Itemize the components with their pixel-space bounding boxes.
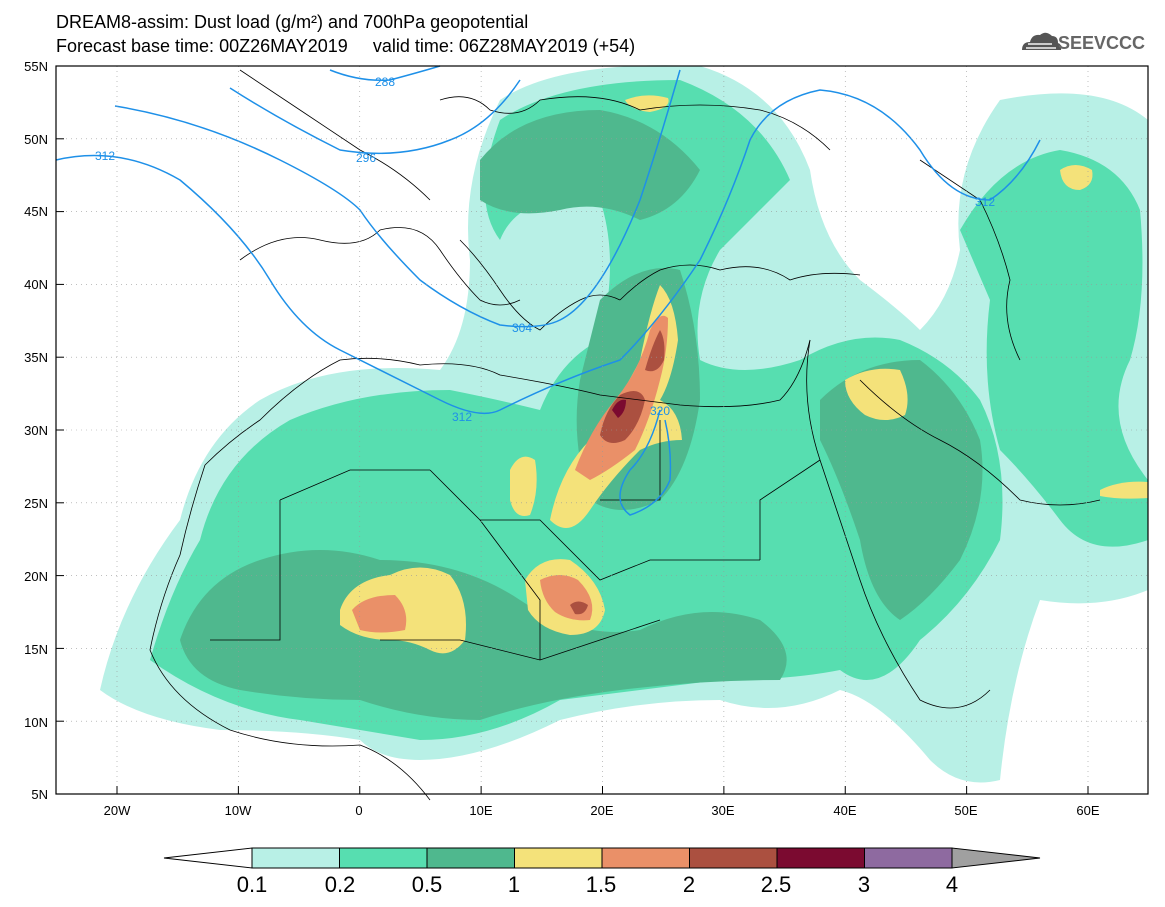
colorbar-box <box>251 847 340 869</box>
dust-region-7 <box>1100 481 1148 499</box>
colorbar-box <box>601 847 690 869</box>
colorbar-label: 2 <box>683 872 695 897</box>
colorbar-label: 0.1 <box>237 872 268 897</box>
lon-label: 40E <box>833 803 856 818</box>
lon-label: 20E <box>590 803 613 818</box>
dust-region-mid-dark-3 <box>480 110 700 220</box>
lon-label: 50E <box>954 803 977 818</box>
lat-label: 5N <box>31 787 48 802</box>
dust-region-mid-dark-2 <box>820 360 983 620</box>
colorbar-box <box>339 847 428 869</box>
colorbar-labels: 0.1 0.2 0.5 1 1.5 2 2.5 3 4 <box>237 872 958 897</box>
contour-label: 320 <box>650 404 670 418</box>
longitude-labels: 20W 10W 0 10E 20E 30E 40E 50E 60E <box>104 803 1100 818</box>
colorbar-label: 0.5 <box>412 872 443 897</box>
lat-label: 45N <box>24 204 48 219</box>
colorbar-label: 4 <box>946 872 958 897</box>
lon-label: 60E <box>1076 803 1099 818</box>
contour-label: 312 <box>95 149 115 163</box>
lat-label: 20N <box>24 569 48 584</box>
lat-label: 35N <box>24 350 48 365</box>
colorbar-under-triangle <box>163 847 253 869</box>
lat-label: 40N <box>24 277 48 292</box>
contour-labels: 288 296 312 312 304 312 320 <box>95 75 995 424</box>
map-title-line-2: Forecast base time: 00Z26MAY2019 valid t… <box>56 36 636 56</box>
colorbar-box <box>689 847 778 869</box>
colorbar-label: 1.5 <box>586 872 617 897</box>
contour-label: 288 <box>375 75 395 89</box>
lat-label: 30N <box>24 423 48 438</box>
latitude-labels: 55N 50N 45N 40N 35N 30N 25N 20N 15N 10N … <box>24 59 48 802</box>
dust-region-13 <box>645 330 665 372</box>
contour-label: 312 <box>452 410 472 424</box>
colorbar-box <box>426 847 515 869</box>
cloud-icon <box>1022 32 1062 50</box>
dust-fill-layer <box>100 65 1148 783</box>
contour-label: 304 <box>512 321 532 335</box>
contour-label: 312 <box>975 195 995 209</box>
lon-label: 0 <box>355 803 362 818</box>
lat-label: 15N <box>24 642 48 657</box>
dust-region-mid-dark-1 <box>180 550 787 720</box>
dust-region-14 <box>570 601 588 615</box>
geopotential-contours <box>55 65 1041 516</box>
dust-region-6 <box>1060 165 1093 190</box>
coastline-layer <box>149 69 1101 801</box>
lon-label: 20W <box>104 803 131 818</box>
colorbar-label: 0.2 <box>325 872 356 897</box>
map-title-line-1: DREAM8-assim: Dust load (g/m²) and 700hP… <box>56 12 529 32</box>
lon-label: 10E <box>469 803 492 818</box>
colorbar-label: 2.5 <box>761 872 792 897</box>
colorbar-box <box>776 847 865 869</box>
dust-region-4 <box>510 456 537 516</box>
lat-label: 55N <box>24 59 48 74</box>
dust-region-5 <box>845 368 908 420</box>
dust-region-9 <box>352 595 407 633</box>
colorbar-label: 1 <box>508 872 520 897</box>
colorbar-box <box>864 847 953 869</box>
colorbar: 0.1 0.2 0.5 1 1.5 2 2.5 3 4 <box>163 847 1041 897</box>
lat-label: 25N <box>24 496 48 511</box>
axis-ticks <box>56 138 1089 794</box>
dust-region-east <box>960 150 1148 547</box>
graticule <box>56 66 1148 794</box>
contour-label: 296 <box>356 151 376 165</box>
lat-label: 10N <box>24 715 48 730</box>
colorbar-over-triangle <box>951 847 1041 869</box>
colorbar-box <box>514 847 603 869</box>
dust-map: 288 296 312 312 304 312 320 55N 50N 45N … <box>24 59 1149 818</box>
colorbar-label: 3 <box>858 872 870 897</box>
lon-label: 30E <box>711 803 734 818</box>
dust-region-15 <box>612 399 626 418</box>
lat-label: 50N <box>24 132 48 147</box>
logo-text: SEEVCCC <box>1058 33 1146 53</box>
lon-label: 10W <box>225 803 252 818</box>
